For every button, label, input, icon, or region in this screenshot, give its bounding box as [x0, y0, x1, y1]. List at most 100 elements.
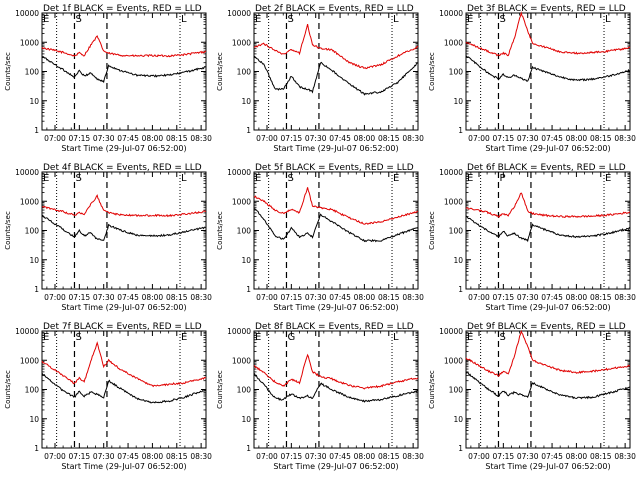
plot-frame — [253, 330, 419, 449]
series-line-lld — [41, 341, 207, 388]
panel-det-3: Det 3f BLACK = Events, RED = LLD Counts/s… — [428, 4, 636, 153]
x-tick-label: 07:45 — [541, 293, 563, 302]
x-tick-label: 07:15 — [281, 134, 303, 143]
x-tick-label: 08:30 — [190, 452, 212, 461]
x-tick-label: 07:15 — [281, 452, 303, 461]
y-tick-label: 100 — [25, 227, 40, 236]
x-tick-label: 08:00 — [142, 452, 164, 461]
y-tick-label: 100 — [237, 68, 252, 77]
y-tick-label: 10000 — [15, 168, 39, 177]
y-tick-label: 10 — [241, 97, 251, 106]
event-marker-label: E — [43, 14, 49, 25]
event-marker-label: P — [499, 173, 505, 184]
x-tick-label: 07:00 — [468, 134, 490, 143]
panel-det-6: Det 6f BLACK = Events, RED = LLD Counts/s… — [428, 163, 636, 312]
x-tick-label: 08:00 — [566, 134, 588, 143]
series-line-lld — [253, 353, 419, 390]
x-tick-label: 08:00 — [566, 293, 588, 302]
y-tick-label: 10 — [453, 97, 463, 106]
event-marker-label: S — [75, 332, 81, 343]
panel-det-5: Det 5f BLACK = Events, RED = LLD Counts/s… — [216, 163, 424, 312]
x-tick-label: 07:30 — [305, 452, 327, 461]
y-tick-label: 1 — [246, 126, 251, 135]
y-tick-label: 100 — [25, 68, 40, 77]
chart-title: Det 5f BLACK = Events, RED = LLD — [255, 163, 414, 173]
x-tick-label: 07:15 — [69, 452, 91, 461]
y-tick-label: 10 — [241, 415, 251, 424]
x-tick-label: 07:00 — [468, 452, 490, 461]
y-tick-label: 10 — [241, 256, 251, 265]
panel-det-9: Det 9f BLACK = Events, RED = LLD Counts/s… — [428, 322, 636, 471]
plot-frame — [253, 12, 419, 131]
event-marker-label: E — [467, 173, 473, 184]
y-tick-label: 10000 — [227, 168, 251, 177]
y-tick-label: 1000 — [232, 38, 251, 47]
x-tick-label: 07:00 — [468, 293, 490, 302]
event-marker-label: E — [605, 173, 611, 184]
plot-frame — [465, 12, 631, 131]
y-tick-label: 10000 — [439, 327, 463, 336]
series-line-events — [41, 372, 207, 404]
event-marker-label: S — [499, 14, 505, 25]
y-axis-label: Counts/sec — [4, 52, 12, 91]
y-tick-label: 100 — [449, 68, 464, 77]
x-axis-label: Start Time (29-Jul-07 06:52:00) — [485, 462, 610, 471]
y-tick-label: 10 — [29, 97, 39, 106]
series-line-events — [465, 55, 631, 82]
y-tick-label: 10 — [29, 415, 39, 424]
event-marker-label: S — [75, 173, 81, 184]
x-tick-label: 07:30 — [305, 293, 327, 302]
y-tick-label: 10 — [453, 256, 463, 265]
y-tick-label: 100 — [449, 386, 464, 395]
event-marker-label: L — [181, 173, 187, 184]
series-line-lld — [465, 329, 631, 378]
panel-det-2: Det 2f BLACK = Events, RED = LLD Counts/s… — [216, 4, 424, 153]
x-tick-label: 07:45 — [329, 452, 351, 461]
y-tick-label: 10 — [29, 256, 39, 265]
event-marker-label: E — [467, 14, 473, 25]
x-axis-label: Start Time (29-Jul-07 06:52:00) — [273, 144, 398, 153]
series-line-lld — [41, 35, 207, 58]
y-tick-label: 1000 — [20, 356, 39, 365]
event-marker-label: S — [499, 332, 505, 343]
x-tick-label: 08:15 — [378, 134, 400, 143]
y-tick-label: 1 — [458, 444, 463, 453]
x-tick-label: 07:45 — [117, 452, 139, 461]
x-tick-label: 07:15 — [493, 293, 515, 302]
y-tick-label: 1000 — [444, 356, 463, 365]
x-tick-label: 08:15 — [166, 134, 188, 143]
event-marker-label: E — [467, 332, 473, 343]
y-tick-label: 1 — [34, 285, 39, 294]
y-tick-label: 1000 — [20, 197, 39, 206]
plot-frame — [253, 171, 419, 290]
series-line-events — [253, 55, 419, 96]
panel-det-1: Det 1f BLACK = Events, RED = LLD Counts/s… — [4, 4, 212, 153]
series-line-events — [253, 207, 419, 243]
x-tick-label: 07:30 — [93, 452, 115, 461]
y-tick-label: 100 — [237, 386, 252, 395]
x-tick-label: 08:00 — [142, 293, 164, 302]
series-line-lld — [465, 192, 630, 218]
panel-det-8: Det 8f BLACK = Events, RED = LLD Counts/s… — [216, 322, 424, 471]
x-axis-label: Start Time (29-Jul-07 06:52:00) — [61, 144, 186, 153]
x-tick-label: 07:45 — [329, 293, 351, 302]
y-tick-label: 10000 — [439, 168, 463, 177]
chart-title: Det 1f BLACK = Events, RED = LLD — [43, 4, 202, 14]
panel-det-7: Det 7f BLACK = Events, RED = LLD Counts/s… — [4, 322, 212, 471]
x-tick-label: 07:15 — [69, 134, 91, 143]
series-line-lld — [253, 23, 419, 70]
event-marker-label: L — [605, 14, 611, 25]
event-marker-label: E — [43, 173, 49, 184]
chart-title: Det 6f BLACK = Events, RED = LLD — [467, 163, 626, 173]
x-tick-label: 08:00 — [566, 452, 588, 461]
x-tick-label: 07:15 — [493, 452, 515, 461]
y-tick-label: 1 — [246, 285, 251, 294]
event-marker-label: E — [393, 173, 399, 184]
x-tick-label: 07:00 — [44, 134, 66, 143]
chart-title: Det 9f BLACK = Events, RED = LLD — [467, 322, 626, 332]
series-line-lld — [253, 187, 419, 225]
chart-title: Det 8f BLACK = Events, RED = LLD — [255, 322, 414, 332]
y-axis-label: Counts/sec — [428, 52, 436, 91]
x-tick-label: 07:15 — [69, 293, 91, 302]
